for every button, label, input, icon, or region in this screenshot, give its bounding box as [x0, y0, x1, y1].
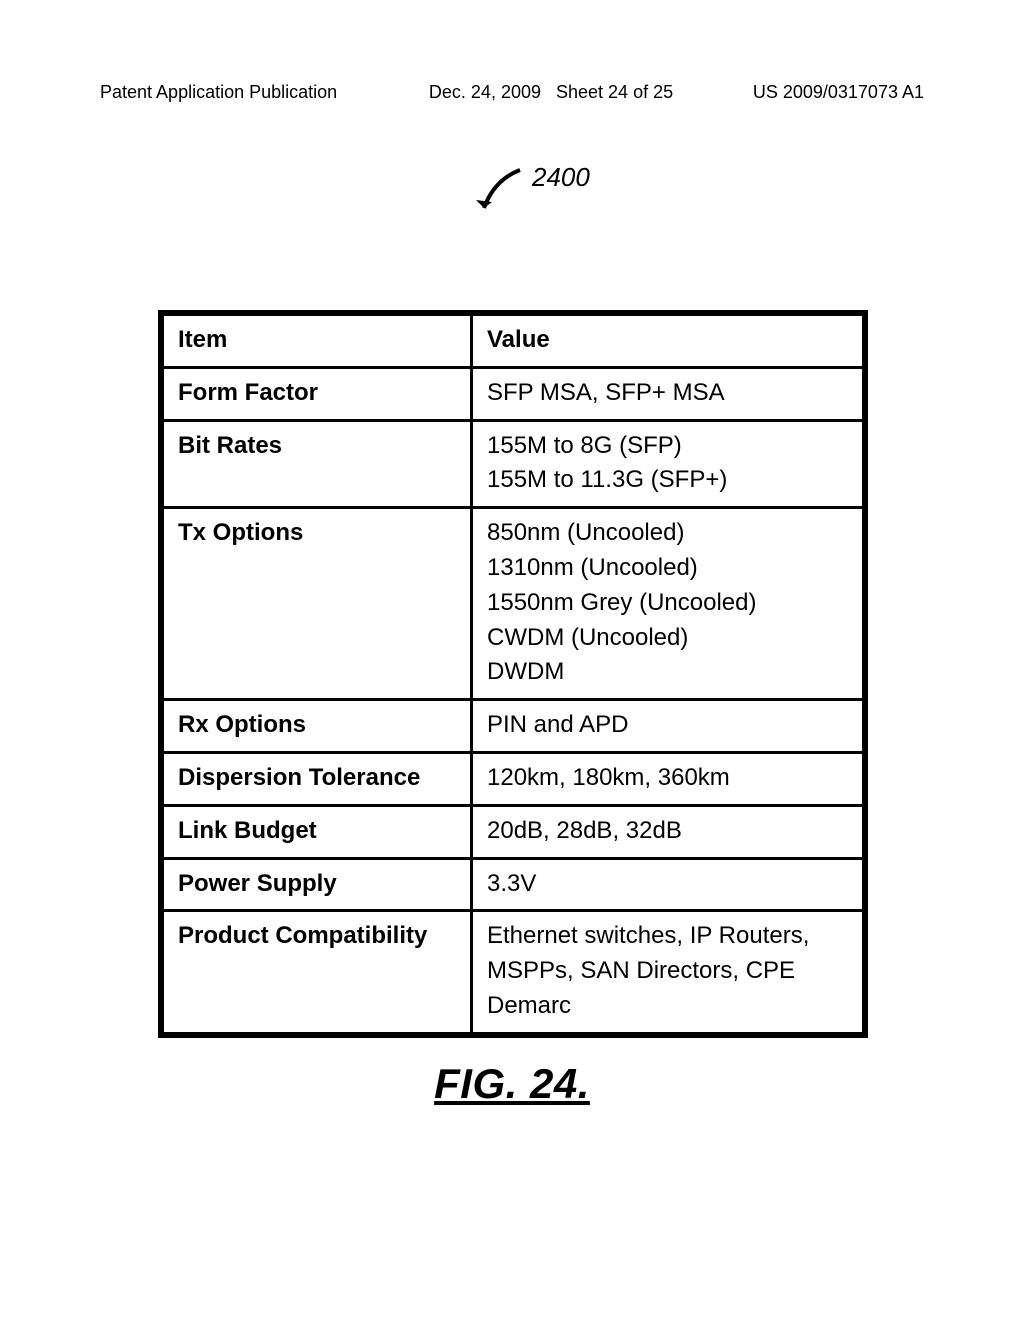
figure-reference-number: 2400: [532, 162, 590, 193]
table-row: Tx Options 850nm (Uncooled)1310nm (Uncoo…: [161, 508, 865, 700]
row-value: SFP MSA, SFP+ MSA: [472, 367, 866, 420]
page-header: Patent Application Publication Dec. 24, …: [100, 82, 924, 103]
table-row: Product Compatibility Ethernet switches,…: [161, 911, 865, 1035]
publication-date-sheet: Dec. 24, 2009 Sheet 24 of 25: [337, 82, 753, 103]
table-row: Power Supply 3.3V: [161, 858, 865, 911]
patent-page: Patent Application Publication Dec. 24, …: [0, 0, 1024, 1320]
row-item: Link Budget: [161, 805, 472, 858]
table-row: Bit Rates 155M to 8G (SFP)155M to 11.3G …: [161, 420, 865, 508]
header-value: Value: [472, 313, 866, 367]
row-item: Bit Rates: [161, 420, 472, 508]
row-item: Rx Options: [161, 700, 472, 753]
table-row: Dispersion Tolerance 120km, 180km, 360km: [161, 752, 865, 805]
header-item: Item: [161, 313, 472, 367]
row-value: PIN and APD: [472, 700, 866, 753]
row-value: 850nm (Uncooled)1310nm (Uncooled)1550nm …: [472, 508, 866, 700]
row-item: Tx Options: [161, 508, 472, 700]
row-item: Dispersion Tolerance: [161, 752, 472, 805]
spec-table: Item Value Form Factor SFP MSA, SFP+ MSA…: [158, 310, 868, 1038]
table-row: Rx Options PIN and APD: [161, 700, 865, 753]
table-row: Link Budget 20dB, 28dB, 32dB: [161, 805, 865, 858]
figure-caption: FIG. 24.: [0, 1060, 1024, 1108]
row-value: 120km, 180km, 360km: [472, 752, 866, 805]
publication-type: Patent Application Publication: [100, 82, 337, 103]
row-item: Form Factor: [161, 367, 472, 420]
figure-reference: 2400: [470, 162, 590, 222]
table-row: Form Factor SFP MSA, SFP+ MSA: [161, 367, 865, 420]
row-value: 3.3V: [472, 858, 866, 911]
publication-number: US 2009/0317073 A1: [753, 82, 924, 103]
row-value: 20dB, 28dB, 32dB: [472, 805, 866, 858]
table-header-row: Item Value: [161, 313, 865, 367]
sheet-number: Sheet 24 of 25: [556, 82, 673, 102]
publication-date: Dec. 24, 2009: [429, 82, 541, 102]
curved-arrow-icon: [470, 162, 530, 222]
row-item: Product Compatibility: [161, 911, 472, 1035]
row-value: Ethernet switches, IP Routers, MSPPs, SA…: [472, 911, 866, 1035]
row-value: 155M to 8G (SFP)155M to 11.3G (SFP+): [472, 420, 866, 508]
row-item: Power Supply: [161, 858, 472, 911]
